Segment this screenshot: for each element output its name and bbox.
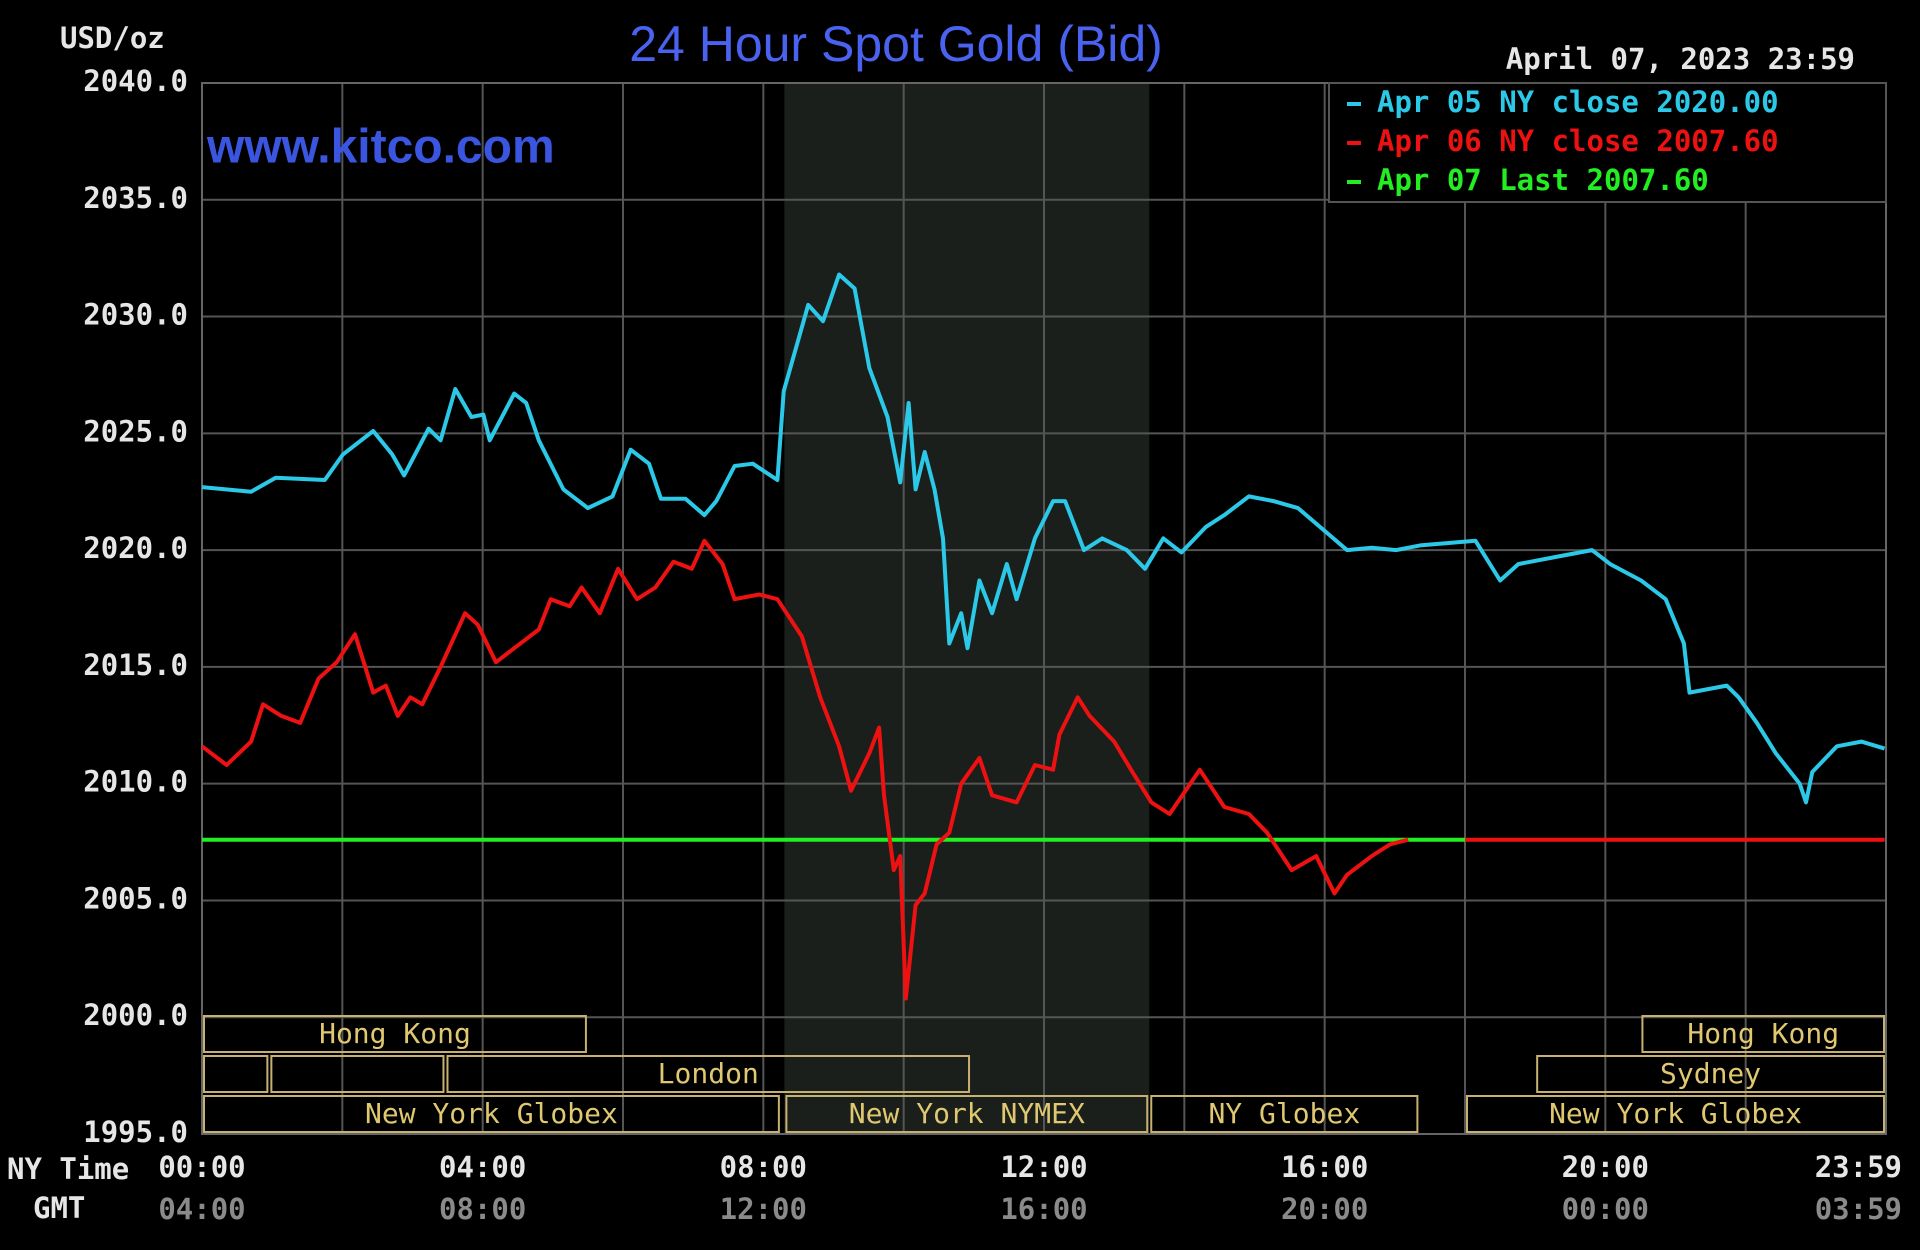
x-tick-label: 00:00 (158, 1150, 245, 1184)
y-tick-label: 1995.0 (83, 1115, 188, 1149)
legend-marker (1347, 180, 1361, 184)
price-line (200, 538, 1885, 1001)
x2-tick-label: 08:00 (439, 1192, 526, 1226)
timestamp: April 07, 2023 23:59 (1506, 42, 1855, 76)
session-label: NY Globex (1208, 1097, 1360, 1130)
watermark: www.kitco.com (206, 121, 555, 174)
session-box (1536, 1055, 1885, 1093)
legend-name: Apr 07 Last (1377, 163, 1569, 197)
x2-tick-label: 04:00 (158, 1192, 245, 1226)
plot-lines (200, 272, 1886, 1001)
session-label: Hong Kong (1687, 1017, 1839, 1050)
x-tick-label: 04:00 (439, 1150, 526, 1184)
session-box (446, 1055, 971, 1093)
y-tick-label: 2035.0 (83, 181, 188, 215)
session-box (270, 1055, 445, 1093)
legend-value: 2007.60 (1587, 163, 1709, 197)
legend-entry: Apr 07 Last 2007.60 (1377, 163, 1709, 197)
session-label: New York Globex (365, 1097, 618, 1130)
y-tick-label: 2040.0 (83, 64, 188, 98)
legend-name: Apr 05 NY close (1377, 85, 1639, 119)
y-tick-label: 2015.0 (83, 648, 188, 682)
session-box (203, 1015, 587, 1053)
x-axis-label: NY Time (7, 1152, 129, 1186)
plot-overlay: 1995.0 2000.0 2005.0 2010.0 2015.0 2020.0 2025… (83, 64, 1902, 1226)
x-tick-label: 12:00 (1000, 1150, 1087, 1184)
x-tick-label: 16:00 (1281, 1150, 1368, 1184)
x-tick-label: 08:00 (720, 1150, 807, 1184)
legend-name: Apr 06 NY close (1377, 124, 1639, 158)
y-tick-label: 2010.0 (83, 765, 188, 799)
x-tick-label: 20:00 (1562, 1150, 1649, 1184)
x2-tick-label: 16:00 (1000, 1192, 1087, 1226)
session-label: Sydney (1660, 1057, 1761, 1090)
price-line (201, 272, 1886, 805)
session-label: New York NYMEX (849, 1097, 1085, 1130)
session-box (1150, 1095, 1419, 1133)
session-label: Hong Kong (319, 1017, 471, 1050)
x2-tick-label: 12:00 (720, 1192, 807, 1226)
x2-axis-label: GMT (33, 1191, 85, 1225)
legend-entry: Apr 05 NY close 2020.00 (1377, 85, 1779, 119)
x2-tick-label: 00:00 (1562, 1192, 1649, 1226)
y-tick-label: 2000.0 (83, 998, 188, 1032)
session-box (203, 1055, 269, 1093)
shaded-region (784, 83, 1150, 1134)
y-unit: USD/oz (60, 21, 165, 55)
legend-box (1328, 82, 1887, 203)
y-tick-label: 2020.0 (83, 531, 188, 565)
x2-tick-label: 20:00 (1281, 1192, 1368, 1226)
session-box (1466, 1095, 1885, 1133)
session-label: London (658, 1057, 759, 1090)
legend-marker (1347, 141, 1361, 145)
x2-tick-label: 03:59 (1815, 1192, 1902, 1226)
y-tick-label: 2030.0 (83, 298, 188, 332)
chart-title: 24 Hour Spot Gold (Bid) (629, 16, 1163, 72)
plot-frame (201, 82, 1887, 1135)
legend-entry: Apr 06 NY close 2007.60 (1377, 124, 1779, 158)
y-tick-label: 2025.0 (83, 414, 188, 448)
legend-value: 2020.00 (1656, 85, 1778, 119)
legend-marker (1347, 102, 1361, 106)
plot-underlay (201, 82, 1887, 1135)
y-tick-label: 2005.0 (83, 881, 188, 915)
x-tick-label: 23:59 (1815, 1150, 1902, 1184)
legend-value: 2007.60 (1656, 124, 1778, 158)
session-box (785, 1095, 1149, 1133)
session-label: New York Globex (1549, 1097, 1802, 1130)
session-box (203, 1095, 780, 1133)
session-box (1641, 1015, 1885, 1053)
